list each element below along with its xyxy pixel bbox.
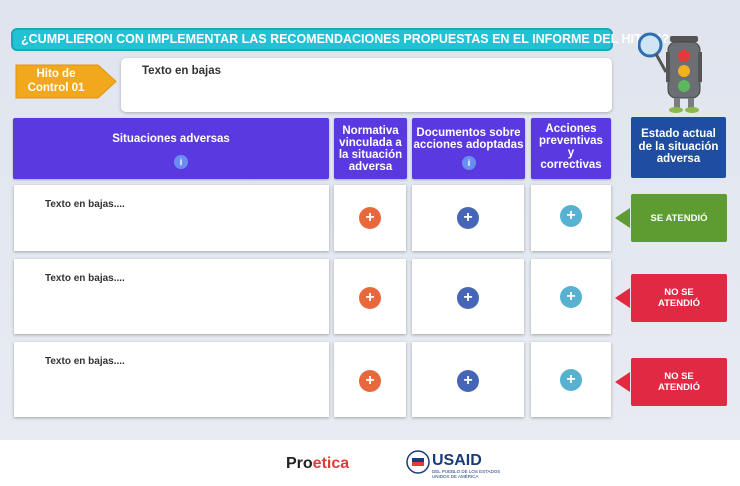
add-normativa-button[interactable]: +: [359, 287, 381, 309]
situation-cell[interactable]: Texto en bajas....: [14, 259, 329, 334]
header-estado-line: de la situación: [638, 140, 719, 153]
hito-label: Hito de Control 01: [27, 68, 85, 94]
main-text: Texto en bajas: [142, 65, 222, 77]
header-normativa-line: adversa: [348, 161, 393, 173]
add-normativa-button[interactable]: +: [359, 370, 381, 392]
acciones-cell: +: [531, 259, 611, 334]
hito-tag: Hito de Control 01: [14, 63, 117, 100]
status-text: SE ATENDIÓ: [650, 212, 708, 224]
traffic-light-icon: [638, 32, 702, 113]
situation-text: Texto en bajas....: [45, 273, 125, 284]
header-documentos: Documentos sobre acciones adoptadas i: [412, 118, 525, 179]
documentos-cell: +: [412, 185, 524, 251]
situation-cell[interactable]: Texto en bajas....: [14, 185, 329, 251]
add-acciones-button[interactable]: +: [560, 369, 582, 391]
normativa-cell: +: [334, 259, 406, 334]
add-acciones-button[interactable]: +: [560, 205, 582, 227]
header-situaciones-label: Situaciones adversas: [112, 133, 230, 145]
add-acciones-button[interactable]: +: [560, 286, 582, 308]
acciones-cell: +: [531, 185, 611, 251]
status-arrow-icon: [615, 372, 630, 392]
usaid-subtitle: DEL PUEBLO DE LOS ESTADOS UNIDOS DE AMÉRI…: [432, 469, 501, 479]
header-documentos-line: acciones adoptadas: [413, 139, 524, 151]
header-normativa-line: vinculada a: [339, 137, 402, 149]
documentos-cell: +: [412, 342, 524, 417]
proetica-logo: Proetica: [286, 455, 350, 472]
normativa-cell: +: [334, 342, 406, 417]
acciones-cell: +: [531, 342, 611, 417]
normativa-cell: +: [334, 185, 406, 251]
header-acciones-line: y: [567, 147, 575, 159]
status-badge[interactable]: SE ATENDIÓ: [631, 194, 727, 242]
add-documentos-button[interactable]: +: [457, 370, 479, 392]
header-estado-line: adversa: [656, 153, 701, 165]
main-text-box[interactable]: Texto en bajas: [121, 58, 612, 112]
status-text: NO SE ATENDIÓ: [657, 371, 701, 393]
situation-text: Texto en bajas....: [45, 356, 125, 367]
header-normativa: Normativa vinculada a la situación adver…: [334, 118, 407, 179]
header-normativa-line: la situación: [338, 149, 403, 161]
status-arrow-icon: [615, 288, 630, 308]
usaid-seal-icon: [406, 450, 430, 474]
add-documentos-button[interactable]: +: [457, 207, 479, 229]
add-documentos-button[interactable]: +: [457, 287, 479, 309]
info-icon[interactable]: i: [174, 155, 188, 169]
add-normativa-button[interactable]: +: [359, 207, 381, 229]
footer: [0, 440, 740, 486]
hito-arrow-shape: [15, 64, 117, 99]
header-situaciones: Situaciones adversas i: [13, 118, 329, 179]
info-icon[interactable]: i: [462, 156, 476, 170]
header-acciones-line: preventivas: [539, 135, 603, 147]
situation-cell[interactable]: Texto en bajas....: [14, 342, 329, 417]
header-estado-line: Estado actual: [641, 128, 716, 140]
status-text: NO SE ATENDIÓ: [657, 287, 701, 309]
situation-text: Texto en bajas....: [45, 199, 125, 210]
status-arrow-icon: [615, 208, 630, 228]
header-acciones: Acciones preventivas y correctivas: [531, 118, 611, 179]
status-badge[interactable]: NO SE ATENDIÓ: [631, 358, 727, 406]
header-estado: Estado actual de la situación adversa: [631, 117, 726, 178]
documentos-cell: +: [412, 259, 524, 334]
usaid-logo: USAID: [432, 452, 482, 469]
status-badge[interactable]: NO SE ATENDIÓ: [631, 274, 727, 322]
header-acciones-line: correctivas: [540, 159, 602, 171]
header-normativa-line: Normativa: [342, 125, 399, 137]
page-title: ¿CUMPLIERON CON IMPLEMENTAR LAS RECOMEND…: [11, 28, 669, 51]
header-acciones-line: Acciones: [545, 123, 597, 135]
header-documentos-line: Documentos sobre: [416, 127, 521, 139]
